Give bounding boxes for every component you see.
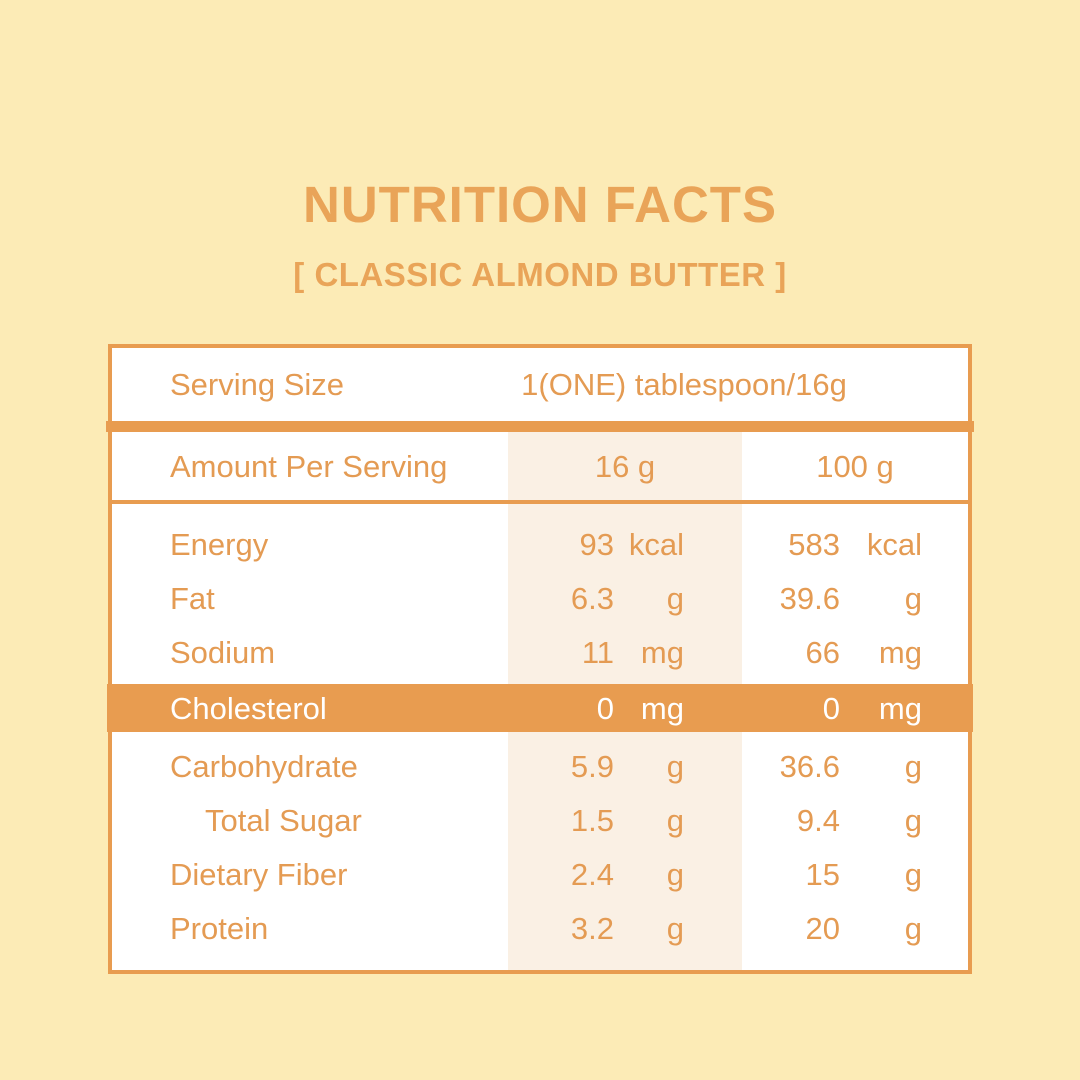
value-per-100g: 15: [805, 856, 840, 892]
nutrient-label: Carbohydrate: [170, 748, 358, 784]
serving-size-label: Serving Size: [170, 367, 345, 402]
value-per-16g: 3.2: [570, 910, 614, 946]
page-subtitle: [ CLASSIC ALMOND BUTTER ]: [293, 256, 787, 293]
unit-per-100g: g: [904, 748, 922, 784]
unit-per-100g: g: [904, 910, 922, 946]
amount-per-serving-label: Amount Per Serving: [170, 448, 448, 484]
table-body: Energy 93 kcal 583 kcal Fat 6.3 g 39.6 g…: [107, 504, 973, 955]
column-header-100g: 100 g: [816, 448, 894, 484]
nutrient-label: Energy: [170, 526, 269, 562]
unit-per-100g: g: [904, 802, 922, 838]
table-row: Cholesterol 0 mg 0 mg: [107, 684, 973, 732]
nutrient-label: Protein: [170, 910, 269, 946]
value-per-100g: 0: [822, 690, 840, 726]
page-title: NUTRITION FACTS: [303, 176, 777, 233]
table-row: Dietary Fiber 2.4 g 15 g: [112, 847, 968, 901]
column-header-16g: 16 g: [594, 448, 656, 484]
value-per-16g: 2.4: [570, 856, 614, 892]
table-row: Fat 6.3 g 39.6 g: [112, 571, 968, 625]
value-per-16g: 93: [579, 526, 614, 562]
value-per-16g: 0: [596, 690, 614, 726]
unit-per-16g: mg: [640, 690, 684, 726]
value-per-16g: 11: [581, 634, 614, 670]
value-per-100g: 583: [788, 526, 840, 562]
value-per-16g: 1.5: [570, 802, 614, 838]
unit-per-16g: kcal: [628, 526, 684, 562]
table-row: Sodium 11 mg 66 mg: [112, 625, 968, 679]
value-per-100g: 66: [805, 634, 840, 670]
value-per-100g: 39.6: [779, 580, 840, 616]
thick-divider: [106, 421, 974, 432]
unit-per-100g: mg: [878, 690, 922, 726]
nutrient-label: Cholesterol: [170, 690, 327, 726]
serving-size-value: 1(ONE) tablespoon/16g: [521, 367, 847, 402]
serving-size-row: Serving Size 1(ONE) tablespoon/16g: [112, 348, 968, 421]
table-row: Energy 93 kcal 583 kcal: [112, 517, 968, 571]
value-per-100g: 20: [805, 910, 840, 946]
unit-per-16g: g: [666, 580, 684, 616]
table-row: Total Sugar 1.5 g 9.4 g: [112, 793, 968, 847]
nutrient-label: Total Sugar: [205, 802, 362, 838]
value-per-100g: 36.6: [779, 748, 840, 784]
value-per-16g: 5.9: [570, 748, 614, 784]
table-row: Carbohydrate 5.9 g 36.6 g: [112, 739, 968, 793]
nutrient-label: Sodium: [170, 634, 276, 670]
unit-per-100g: kcal: [866, 526, 922, 562]
value-per-16g: 6.3: [570, 580, 614, 616]
nutrient-label: Fat: [170, 580, 215, 616]
unit-per-16g: g: [666, 802, 684, 838]
unit-per-16g: g: [666, 910, 684, 946]
table-row: Protein 3.2 g 20 g: [112, 901, 968, 955]
unit-per-16g: g: [666, 856, 684, 892]
amount-header-row: Amount Per Serving 16 g 100 g: [112, 432, 968, 500]
nutrient-label: Dietary Fiber: [170, 856, 348, 892]
unit-per-100g: mg: [878, 634, 922, 670]
unit-per-16g: mg: [640, 634, 684, 670]
nutrition-facts-table: Serving Size 1(ONE) tablespoon/16g Amoun…: [106, 344, 974, 974]
thin-divider: [112, 500, 968, 504]
unit-per-100g: g: [904, 856, 922, 892]
unit-per-100g: g: [904, 580, 922, 616]
value-per-100g: 9.4: [796, 802, 840, 838]
unit-per-16g: g: [666, 748, 684, 784]
